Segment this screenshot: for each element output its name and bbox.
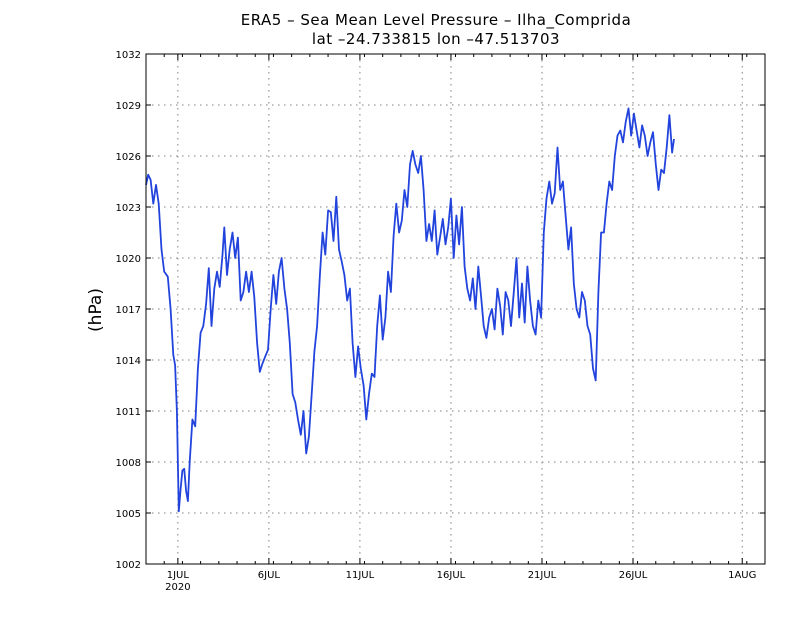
x-tick-label: 11JUL bbox=[346, 570, 375, 581]
x-tick-label: 6JUL bbox=[258, 570, 281, 581]
y-tick-label: 1020 bbox=[116, 254, 141, 265]
plot-frame bbox=[145, 53, 766, 565]
y-tick-label: 1029 bbox=[116, 101, 141, 112]
x-tick-label: 16JUL bbox=[437, 570, 466, 581]
x-tick-label: 21JUL bbox=[528, 570, 557, 581]
y-tick-label: 1014 bbox=[116, 356, 141, 367]
grid-lines bbox=[146, 54, 765, 564]
y-axis-label: (hPa) bbox=[86, 288, 106, 332]
y-tick-label: 1026 bbox=[116, 152, 141, 163]
y-tick-label: 1005 bbox=[116, 509, 141, 520]
y-tick-label: 1011 bbox=[116, 407, 141, 418]
y-tick-label: 1032 bbox=[116, 50, 141, 61]
y-tick-label: 1023 bbox=[116, 203, 141, 214]
y-tick-label: 1002 bbox=[116, 560, 141, 571]
x-tick-label: 1AUG bbox=[728, 570, 756, 581]
chart-title: ERA5 – Sea Mean Level Pressure – Ilha_Co… bbox=[241, 11, 632, 30]
y-tick-label: 1017 bbox=[116, 305, 141, 316]
y-tick-label: 1008 bbox=[116, 458, 141, 469]
x-tick-label: 26JUL bbox=[619, 570, 648, 581]
x-tick-year-label: 2020 bbox=[165, 582, 190, 593]
series-layer bbox=[145, 107, 675, 513]
x-tick-label: 1JUL bbox=[167, 570, 190, 581]
y-axis: 1002 1005 1008 1011 1014 1017 1020 1023 1026 1029… bbox=[116, 50, 765, 571]
chart-subtitle: lat –24.733815 lon –47.513703 bbox=[312, 30, 560, 48]
pressure-series-line bbox=[145, 107, 675, 513]
